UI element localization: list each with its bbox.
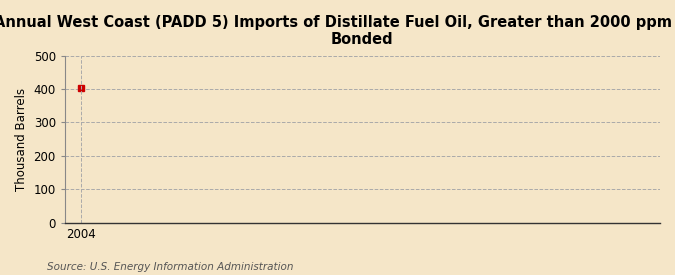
Title: Annual West Coast (PADD 5) Imports of Distillate Fuel Oil, Greater than 2000 ppm: Annual West Coast (PADD 5) Imports of Di… — [0, 15, 675, 47]
Y-axis label: Thousand Barrels: Thousand Barrels — [15, 88, 28, 191]
Text: Source: U.S. Energy Information Administration: Source: U.S. Energy Information Administ… — [47, 262, 294, 272]
